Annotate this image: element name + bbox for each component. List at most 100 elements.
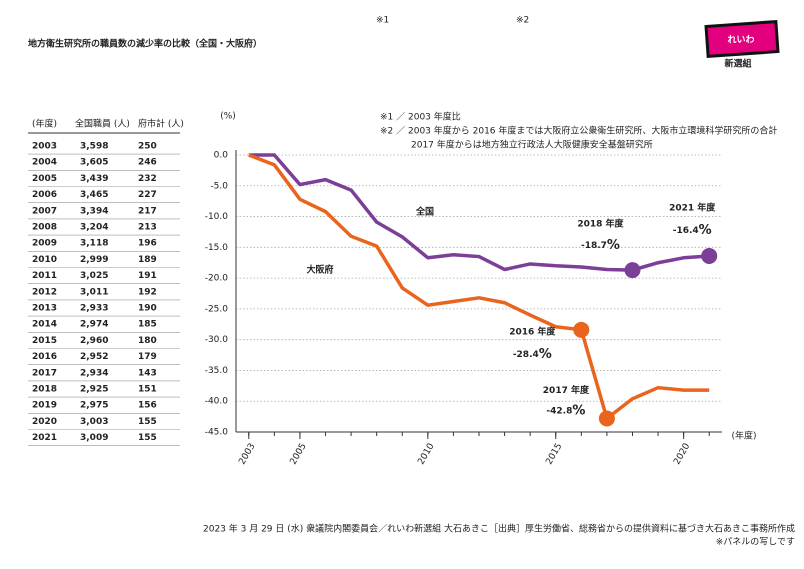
table-cell: 2021 <box>32 433 57 443</box>
series-name: 全国 <box>415 206 434 218</box>
table-cell: 2,999 <box>80 255 108 265</box>
table-cell: 191 <box>138 271 157 281</box>
table-cell: 3,598 <box>80 142 108 152</box>
table-cell: 185 <box>138 320 157 330</box>
y-tick-label: -20.0 <box>205 274 229 284</box>
table-cell: 196 <box>138 239 157 249</box>
table-cell: 189 <box>138 255 157 265</box>
table-cell: 2011 <box>32 271 57 281</box>
table-header: (年度) <box>32 118 57 130</box>
year-label: 2018 年度 <box>577 218 624 230</box>
table-cell: 2005 <box>32 174 57 184</box>
y-tick-label: -5.0 <box>210 181 228 191</box>
year-label: 2016 年度 <box>509 325 556 337</box>
highlight-point <box>701 247 718 264</box>
x-tick-label: 2015 <box>544 442 564 467</box>
table-cell: 217 <box>138 206 157 216</box>
value-label: -28.4% <box>513 346 552 361</box>
highlight-point <box>573 321 590 338</box>
table-cell: 2004 <box>32 158 57 168</box>
table-cell: 232 <box>138 174 157 184</box>
table-cell: 2003 <box>32 142 57 152</box>
table-cell: 2015 <box>32 336 57 346</box>
note: ※1 ／ 2003 年度比 <box>380 111 461 123</box>
table-cell: 2,934 <box>80 368 108 378</box>
logo: れいわ 新選組 <box>704 19 780 70</box>
table-cell: 2,933 <box>80 304 108 314</box>
logo-main: れいわ <box>727 35 754 46</box>
table-cell: 2,952 <box>80 352 108 362</box>
series-line <box>248 153 710 272</box>
x-axis-label: (年度) <box>731 430 756 442</box>
highlight-point <box>598 410 615 427</box>
note: 2017 年度からは地方独立行政法人大阪健康安全基盤研究所 <box>411 139 653 151</box>
note: ※2 ／ 2003 年度から 2016 年度までは大阪府立公衆衛生研究所、大阪市… <box>380 125 777 137</box>
footer: ※パネルの写しです <box>716 537 795 548</box>
table-cell: 246 <box>138 158 157 168</box>
table-cell: 213 <box>138 223 157 233</box>
table-cell: 2010 <box>32 255 57 265</box>
table-cell: 3,118 <box>80 239 108 249</box>
table-cell: 3,011 <box>80 287 108 297</box>
highlight-point <box>624 262 641 279</box>
table-cell: 2014 <box>32 320 57 330</box>
y-tick-label: -45.0 <box>205 428 229 438</box>
table-cell: 192 <box>138 287 157 297</box>
table-cell: 227 <box>138 190 157 200</box>
table-cell: 3,025 <box>80 271 108 281</box>
table-cell: 143 <box>138 368 157 378</box>
title-mark: ※1 <box>376 16 389 26</box>
table-cell: 3,439 <box>80 174 108 184</box>
table-cell: 2016 <box>32 352 57 362</box>
year-label: 2021 年度 <box>669 201 716 213</box>
table-cell: 2019 <box>32 401 57 411</box>
footer: 2023 年 3 月 29 日 (水) 衆議院内閣委員会／れいわ新選組 大石あき… <box>203 523 795 535</box>
x-tick-label: 2010 <box>416 442 436 467</box>
title-mark: ※2 <box>516 16 529 26</box>
table-cell: 2012 <box>32 287 57 297</box>
table-cell: 3,009 <box>80 433 108 443</box>
table-cell: 180 <box>138 336 157 346</box>
logo-sub: 新選組 <box>724 58 751 70</box>
table-cell: 3,605 <box>80 158 108 168</box>
table-cell: 3,465 <box>80 190 108 200</box>
series-name: 大阪府 <box>306 264 333 276</box>
table-cell: 2,975 <box>80 401 108 411</box>
y-tick-label: 0.0 <box>214 151 229 161</box>
table-cell: 156 <box>138 401 157 411</box>
y-tick-label: -15.0 <box>205 243 229 253</box>
table-cell: 250 <box>138 142 157 152</box>
table-cell: 3,204 <box>80 223 108 233</box>
y-tick-label: -35.0 <box>205 366 229 376</box>
y-tick-label: -10.0 <box>205 212 229 222</box>
y-tick-label: -25.0 <box>205 304 229 314</box>
table-cell: 190 <box>138 304 157 314</box>
table-cell: 2009 <box>32 239 57 249</box>
year-label: 2017 年度 <box>543 384 590 396</box>
table-cell: 2006 <box>32 190 57 200</box>
table-cell: 2008 <box>32 223 57 233</box>
table-cell: 155 <box>138 417 157 427</box>
table-cell: 2,974 <box>80 320 108 330</box>
x-tick-label: 2005 <box>289 442 309 467</box>
value-label: -16.4% <box>673 222 712 237</box>
table-header: 府市計 (人) <box>138 118 184 130</box>
value-label: -18.7% <box>581 238 620 253</box>
x-tick-label: 2003 <box>237 442 257 467</box>
y-axis-label: (%) <box>220 112 236 122</box>
y-tick-label: -30.0 <box>205 335 229 345</box>
table-cell: 155 <box>138 433 157 443</box>
x-tick-label: 2020 <box>672 442 692 467</box>
table-cell: 2013 <box>32 304 57 314</box>
y-tick-label: -40.0 <box>205 397 229 407</box>
table-header: 全国職員 (人) <box>75 118 130 130</box>
table-cell: 2018 <box>32 385 57 395</box>
table-cell: 3,394 <box>80 206 108 216</box>
table-cell: 2,960 <box>80 336 108 346</box>
table-cell: 2017 <box>32 368 57 378</box>
table-cell: 179 <box>138 352 157 362</box>
table-cell: 2,925 <box>80 385 108 395</box>
table-cell: 3,003 <box>80 417 108 427</box>
table-cell: 2007 <box>32 206 57 216</box>
